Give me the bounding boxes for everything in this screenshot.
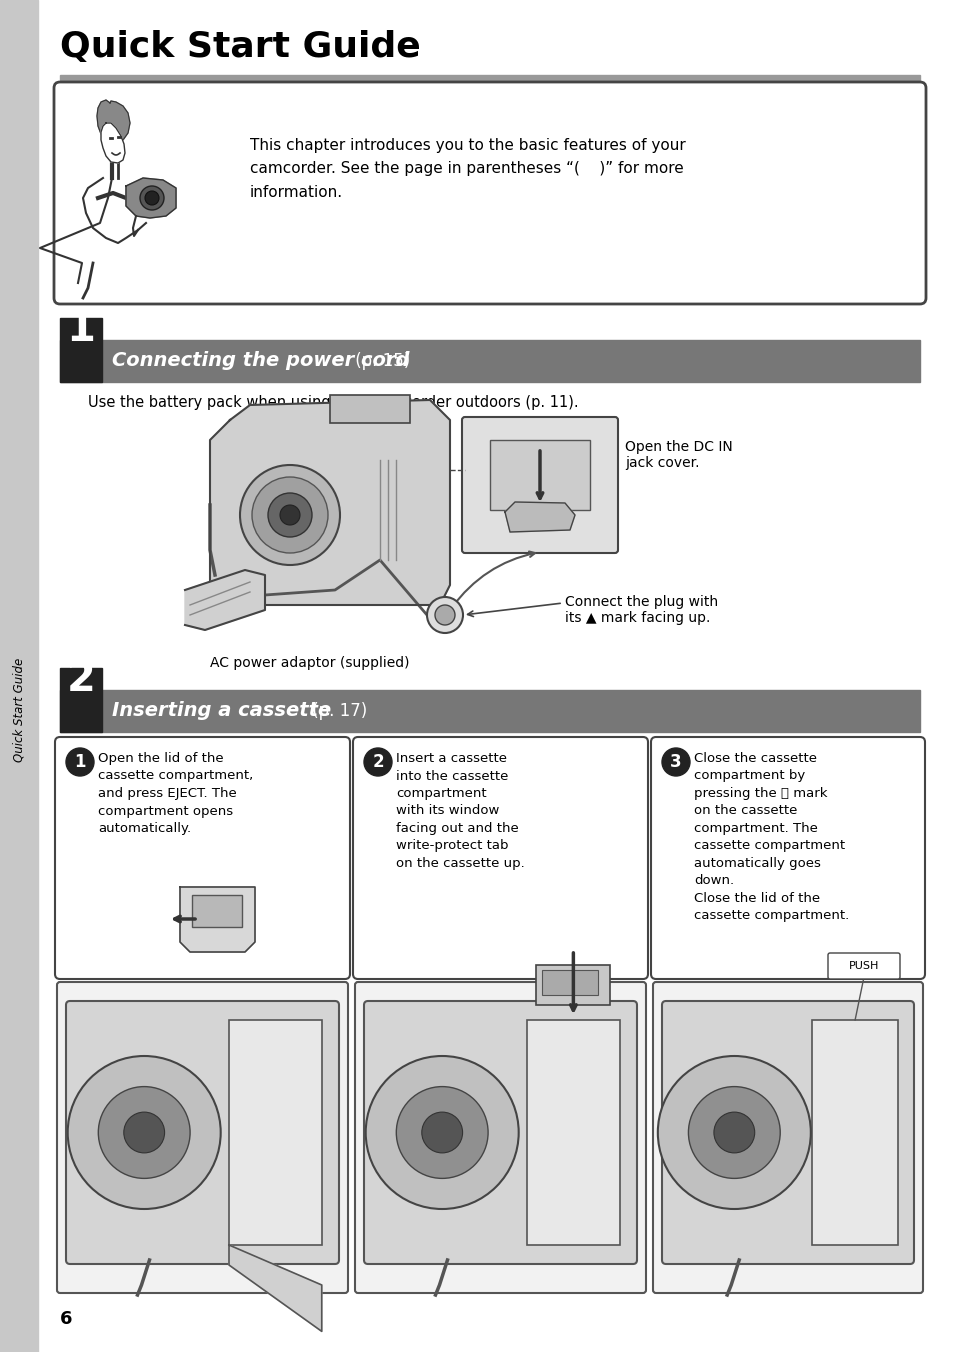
Circle shape [365, 1056, 518, 1209]
Circle shape [145, 191, 159, 206]
Circle shape [252, 477, 328, 553]
Circle shape [364, 748, 392, 776]
Circle shape [395, 1087, 488, 1179]
Bar [60, 318, 102, 383]
FancyBboxPatch shape [355, 982, 645, 1293]
Text: Quick Start Guide: Quick Start Guide [12, 658, 26, 763]
Circle shape [124, 1113, 165, 1153]
Circle shape [268, 493, 312, 537]
FancyBboxPatch shape [461, 416, 618, 553]
Circle shape [713, 1113, 754, 1153]
Bar [60, 668, 102, 731]
Text: 2: 2 [372, 753, 383, 771]
Circle shape [140, 187, 164, 210]
Text: (p. 15): (p. 15) [350, 352, 410, 370]
Text: 1: 1 [74, 753, 86, 771]
Polygon shape [97, 100, 130, 142]
Polygon shape [185, 571, 265, 630]
Bar [0, 0, 38, 1352]
Polygon shape [229, 1245, 321, 1332]
Text: AC power adaptor (supplied): AC power adaptor (supplied) [210, 656, 410, 671]
Bar [490, 439, 589, 510]
Text: Connecting the power cord: Connecting the power cord [112, 352, 409, 370]
Bar [60, 74, 919, 80]
Bar [330, 395, 410, 423]
Circle shape [421, 1113, 462, 1153]
Bar [60, 339, 919, 383]
Polygon shape [101, 123, 125, 164]
Text: Connect the plug with
its ▲ mark facing up.: Connect the plug with its ▲ mark facing … [564, 595, 718, 625]
Circle shape [661, 748, 689, 776]
FancyBboxPatch shape [827, 953, 899, 979]
FancyBboxPatch shape [66, 1000, 338, 1264]
Text: (p. 17): (p. 17) [307, 702, 367, 721]
Text: 3: 3 [670, 753, 681, 771]
Text: This chapter introduces you to the basic features of your
camcorder. See the pag: This chapter introduces you to the basic… [250, 138, 685, 200]
Circle shape [688, 1087, 780, 1179]
Polygon shape [180, 887, 254, 952]
Polygon shape [126, 178, 175, 218]
Circle shape [66, 748, 94, 776]
Text: Close the cassette
compartment by
pressing the Ⓙ mark
on the cassette
compartmen: Close the cassette compartment by pressi… [693, 752, 848, 922]
Text: Quick Start Guide: Quick Start Guide [60, 30, 420, 64]
Bar [60, 690, 919, 731]
Bar [541, 969, 598, 995]
Bar [192, 895, 242, 927]
FancyBboxPatch shape [364, 1000, 637, 1264]
Circle shape [240, 465, 339, 565]
FancyBboxPatch shape [353, 737, 647, 979]
Circle shape [435, 604, 455, 625]
Circle shape [98, 1087, 190, 1179]
FancyBboxPatch shape [54, 82, 925, 304]
Bar [536, 965, 610, 1005]
FancyBboxPatch shape [661, 1000, 913, 1264]
FancyBboxPatch shape [57, 982, 348, 1293]
Text: Open the DC IN
jack cover.: Open the DC IN jack cover. [624, 439, 732, 470]
FancyBboxPatch shape [652, 982, 923, 1293]
Circle shape [280, 506, 299, 525]
Circle shape [427, 598, 462, 633]
Bar [526, 1019, 619, 1245]
Circle shape [658, 1056, 810, 1209]
Polygon shape [210, 400, 450, 604]
Bar [229, 1019, 321, 1245]
FancyBboxPatch shape [55, 737, 350, 979]
Circle shape [68, 1056, 220, 1209]
Text: 2: 2 [67, 658, 95, 700]
Text: Open the lid of the
cassette compartment,
and press EJECT. The
compartment opens: Open the lid of the cassette compartment… [98, 752, 253, 836]
Text: Use the battery pack when using your camcorder outdoors (p. 11).: Use the battery pack when using your cam… [88, 395, 578, 410]
Text: Insert a cassette
into the cassette
compartment
with its window
facing out and t: Insert a cassette into the cassette comp… [395, 752, 524, 869]
Bar [812, 1019, 897, 1245]
Text: PUSH: PUSH [848, 961, 879, 971]
FancyBboxPatch shape [650, 737, 924, 979]
Polygon shape [504, 502, 575, 531]
Text: Inserting a cassette: Inserting a cassette [112, 702, 331, 721]
Text: 6: 6 [60, 1310, 72, 1328]
Text: 1: 1 [67, 308, 95, 350]
